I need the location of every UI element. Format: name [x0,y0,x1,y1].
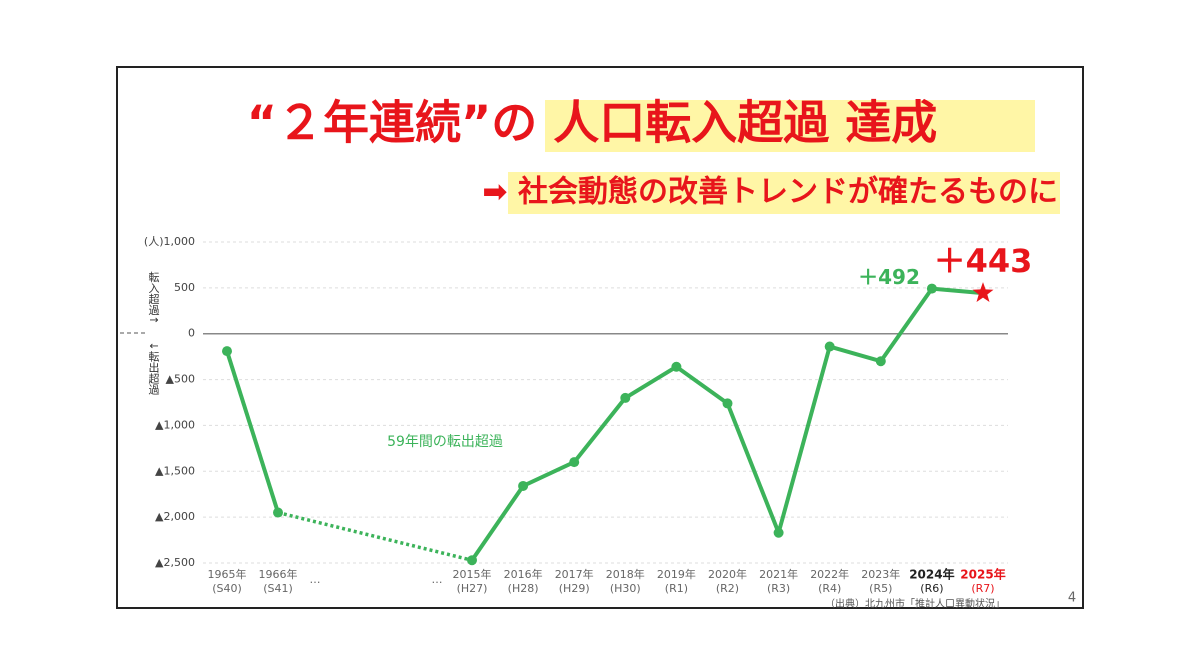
chart-title: “２年連続”の 人口転入超過 達成 [247,96,938,150]
x-tick-label: 2019年 [657,567,696,581]
x-tick-label: 2022年 [810,567,849,581]
x-tick-sublabel: (R1) [665,582,688,595]
data-point [467,555,477,566]
annotation: 59年間の転出超過 [387,434,503,450]
data-point [620,392,631,403]
slide-frame [116,66,1084,609]
subtitle-highlight [508,172,1060,214]
x-tick-label: … [310,573,321,586]
data-point [671,361,682,372]
x-tick-sublabel: (R6) [920,582,943,595]
y-tick-label: (人)1,000 [144,235,195,248]
data-point [926,283,937,294]
y-label-up: 転入超過↑ [147,271,160,325]
x-tick-sublabel: (R7) [971,582,994,595]
x-tick-label: 2024年 [909,567,954,582]
x-tick-label: 2016年 [504,567,543,581]
y-tick-label: ▲1,000 [155,418,195,431]
x-tick-sublabel: (R3) [767,582,790,595]
x-tick-sublabel: (S41) [263,582,293,595]
y-tick-label: 500 [174,281,195,294]
y-label-down: ↓転出超過 [147,341,160,394]
x-tick-label: 2020年 [708,567,747,581]
x-tick-sublabel: (H30) [610,582,641,595]
x-tick-label: … [432,573,443,586]
x-tick-sublabel: (H28) [508,582,539,595]
x-tick-sublabel: (S40) [212,582,242,595]
data-point [875,356,886,367]
y-tick-label: ▲1,500 [155,464,195,477]
y-tick-label: ▲2,500 [155,556,195,569]
x-tick-label: 2018年 [606,567,645,581]
source: （出典）北九州市「推計人口異動状況」 [825,597,1005,610]
data-point [222,346,232,357]
value-label: ＋443 [934,242,1033,280]
x-tick-label: 2015年 [453,567,492,581]
data-point [824,341,835,352]
data-point [569,457,580,468]
page-number: 4 [1068,591,1076,606]
y-tick-label: 0 [188,327,195,340]
data-point [722,398,733,409]
x-tick-label: 2021年 [759,567,798,581]
x-tick-label: 1965年 [208,567,247,581]
data-point [273,507,283,518]
x-tick-sublabel: (H29) [559,582,590,595]
x-tick-sublabel: (R4) [818,582,841,595]
x-tick-label: 2017年 [555,567,594,581]
data-line [225,350,280,514]
data-point [773,527,784,538]
x-tick-sublabel: (R5) [869,582,892,595]
title-highlight [545,100,1035,152]
x-tick-sublabel: (H27) [457,582,488,595]
y-tick-label: ▲2,000 [155,510,195,523]
chart-subtitle: ➡ 社会動態の改善トレンドが確たるものに [482,175,1058,210]
x-tick-label: 1966年 [259,567,298,581]
x-tick-label: 2023年 [861,567,900,581]
y-tick-label: ▲500 [166,373,195,386]
x-tick-sublabel: (R2) [716,582,739,595]
star-marker [972,282,994,302]
x-tick-label: 2025年 [960,567,1005,582]
data-point [518,480,529,491]
value-label: ＋492 [858,265,920,289]
